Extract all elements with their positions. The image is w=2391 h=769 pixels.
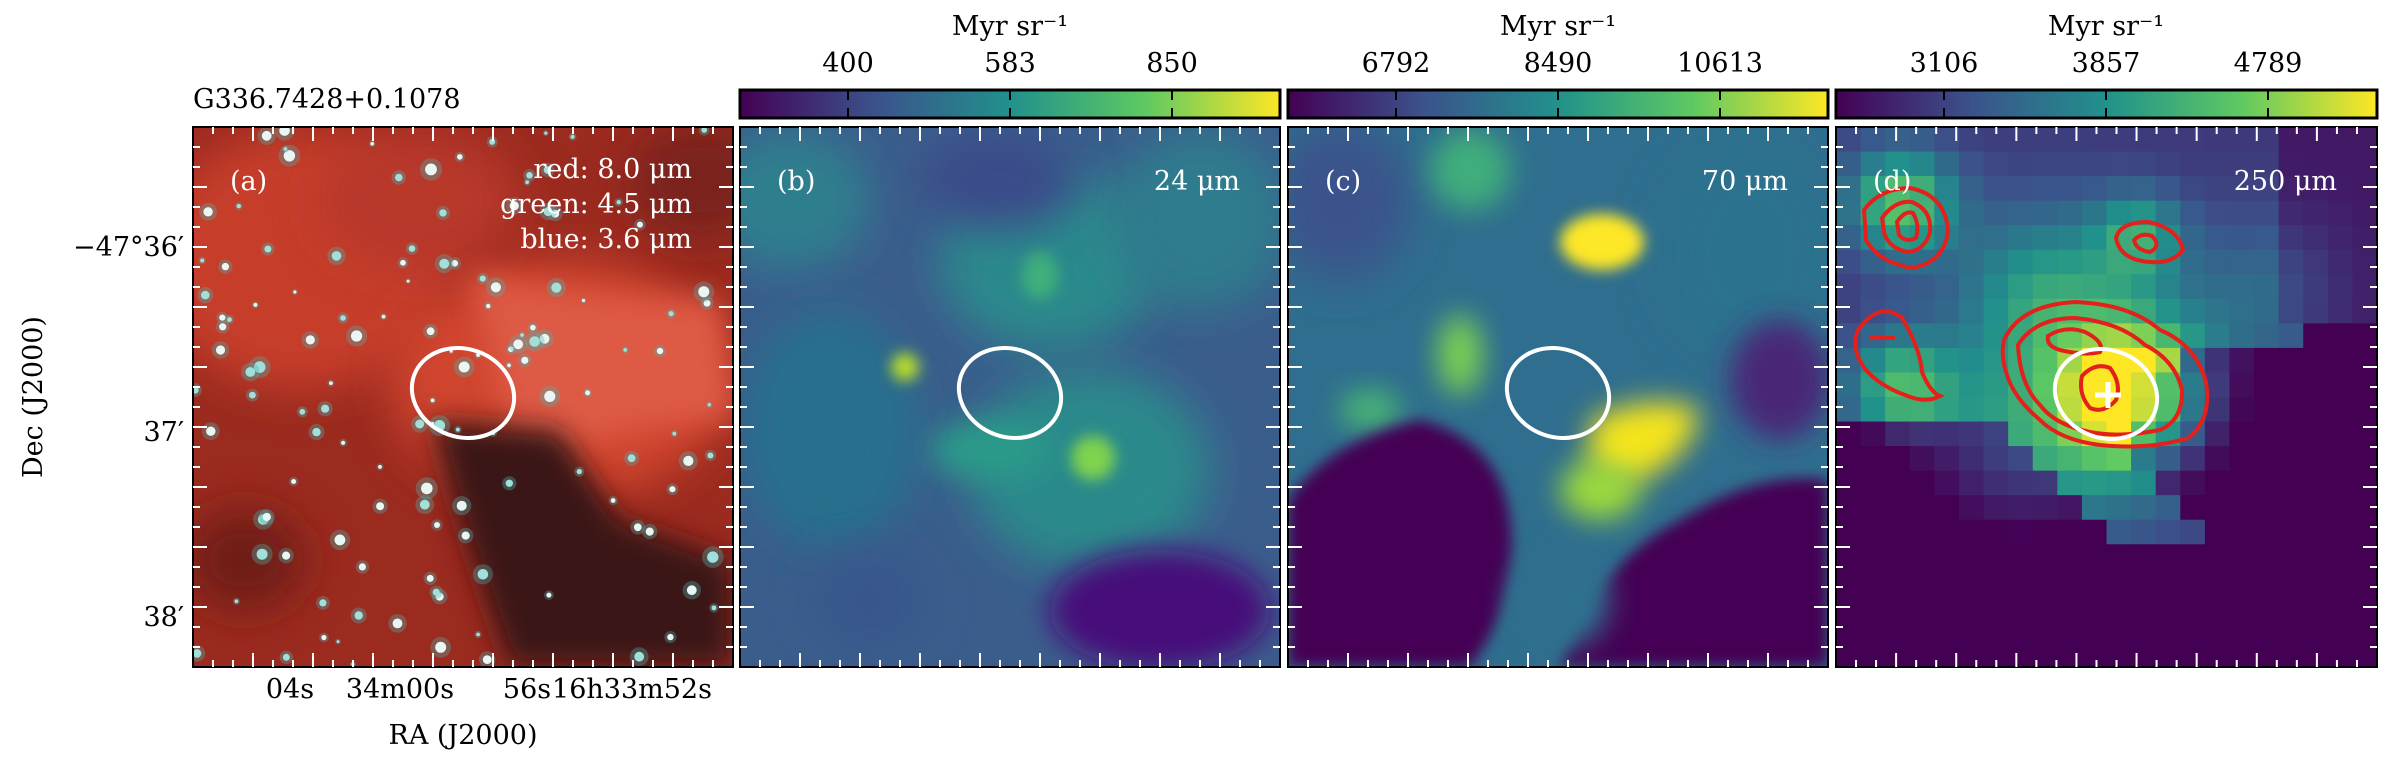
dec-tick-1: −47°36′: [73, 232, 184, 263]
contour-1: [1861, 185, 1951, 271]
wavelength-label-b: 24 μm: [1154, 166, 1240, 197]
colorbar-tick-b-2: 583: [984, 48, 1036, 79]
colorbar-unit-d: Myr sr⁻¹: [2048, 11, 2164, 42]
contour-10: [2045, 327, 2103, 356]
panel-a: (a) red: 8.0 μm green: 4.5 μm blue: 3.6 …: [192, 126, 734, 668]
contour-3: [1894, 210, 1920, 242]
aperture-ellipse: [956, 345, 1064, 441]
panel-a-ticks: [193, 127, 733, 667]
dec-tick-2: 37′: [144, 417, 185, 448]
aperture-ellipse: [1504, 345, 1612, 441]
colorbar-unit-b: Myr sr⁻¹: [952, 11, 1068, 42]
colorbar-unit-c: Myr sr⁻¹: [1500, 11, 1616, 42]
ra-tick-4: 16h33m52s: [552, 674, 712, 705]
panel-c-image: [1288, 127, 1828, 667]
panel-d-image: [1836, 127, 2377, 667]
wavelength-label-d: 250 μm: [2234, 166, 2337, 197]
wavelength-label-c: 70 μm: [1702, 166, 1788, 197]
panel-b-image: [740, 127, 1280, 667]
panel-c-ticks: [1288, 127, 1828, 667]
panel-b: (b) 24 μm: [739, 126, 1281, 668]
colorbar-c: Myr sr⁻¹ 6792 8490 10613: [1286, 11, 1830, 120]
colorbar-tick-d-2: 3857: [2072, 48, 2141, 79]
colorbar-tick-d-3: 4789: [2234, 48, 2303, 79]
colorbar-b: Myr sr⁻¹ 400 583 850: [738, 11, 1282, 120]
contour-11: [2079, 364, 2120, 412]
x-axis-label: RA (J2000): [388, 720, 537, 751]
legend-green: green: 4.5 μm: [500, 189, 692, 220]
colorbar-tick-c-1: 6792: [1362, 48, 1431, 79]
colorbar-tick-b-3: 850: [1146, 48, 1198, 79]
aperture-ellipse: [2052, 346, 2160, 442]
ra-tick-1: 04s: [266, 674, 314, 705]
colorbar-tick-b-1: 400: [822, 48, 874, 79]
ra-tick-2: 34m00s: [346, 674, 454, 705]
colorbar-tick-c-3: 10613: [1677, 48, 1763, 79]
pixel-grid: [1836, 127, 2377, 667]
colorbar-tick-c-2: 8490: [1524, 48, 1593, 79]
contour-6: [1853, 309, 1945, 402]
ra-tick-3: 56s: [503, 674, 551, 705]
contour-8: [2000, 299, 2210, 449]
plus-marker: [2095, 382, 2121, 408]
contour-5: [2131, 232, 2159, 255]
star-field: [193, 127, 724, 667]
legend-red: red: 8.0 μm: [533, 154, 692, 185]
contour-4: [2113, 219, 2186, 265]
colorbar-tick-d-1: 3106: [1910, 48, 1979, 79]
panel-a-image: [193, 127, 733, 667]
contours: [1853, 185, 2210, 449]
aperture-ellipse: [409, 345, 517, 441]
contour-2: [1879, 199, 1933, 255]
contour-9: [2015, 315, 2185, 437]
panel-d-ticks: [1836, 127, 2377, 667]
y-axis-label: Dec (J2000): [18, 316, 49, 478]
panel-d: (d) 250 μm: [1835, 126, 2378, 668]
dec-tick-3: 38′: [144, 602, 185, 633]
panel-tag-d: (d): [1873, 166, 1911, 197]
panel-tag-c: (c): [1325, 166, 1361, 197]
colorbar-d: Myr sr⁻¹ 3106 3857 4789: [1834, 11, 2379, 120]
legend-blue: blue: 3.6 μm: [520, 224, 692, 255]
panel-tag-b: (b): [777, 166, 815, 197]
panel-tag-a: (a): [230, 166, 267, 197]
panel-b-ticks: [740, 127, 1280, 667]
source-name: G336.7428+0.1078: [193, 84, 461, 115]
panel-c: (c) 70 μm: [1287, 126, 1829, 668]
